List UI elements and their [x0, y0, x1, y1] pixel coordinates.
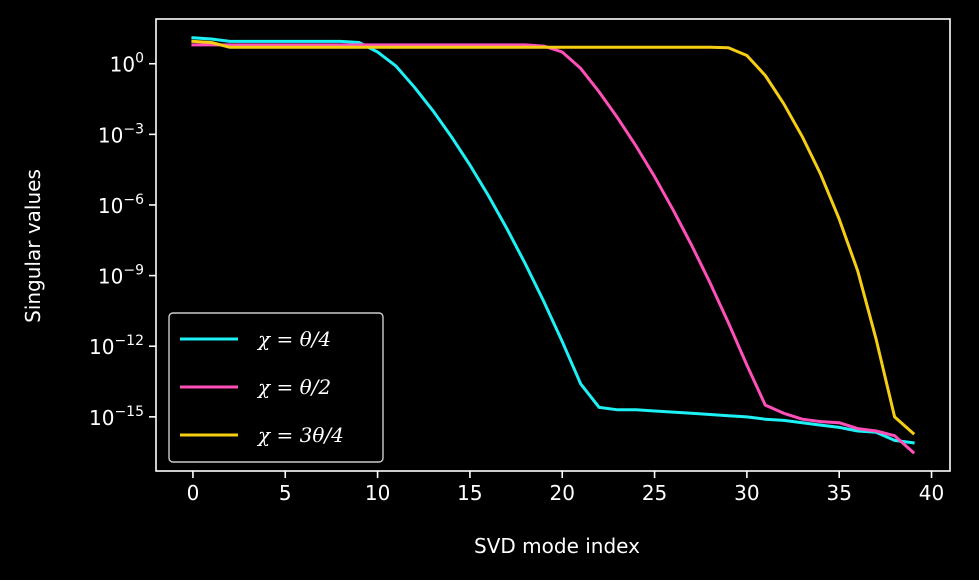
plot-frame — [155, 18, 951, 472]
series-line-2 — [191, 43, 916, 455]
legend-label-2: χ = θ/2 — [256, 375, 331, 399]
x-tick-label: 5 — [279, 481, 292, 505]
x-tick-label: 40 — [919, 481, 944, 505]
x-tick-label: 20 — [550, 481, 575, 505]
series-line-1 — [191, 36, 915, 445]
x-axis-label: SVD mode index — [474, 534, 640, 558]
y-tick-label: 10−6 — [98, 192, 144, 218]
y-tick-label: 10−12 — [89, 333, 144, 359]
x-axis-ticks: 0 5 10 15 20 25 30 35 40 — [187, 471, 944, 505]
y-tick-label: 10−15 — [89, 404, 144, 430]
x-tick-label: 15 — [457, 481, 482, 505]
legend-frame — [168, 312, 384, 463]
x-tick-label: 30 — [734, 481, 759, 505]
legend: χ = θ/4 χ = θ/2 χ = 3θ/4 — [168, 312, 384, 463]
y-axis-label: Singular values — [21, 169, 45, 323]
x-tick-label: 35 — [826, 481, 851, 505]
y-tick-label: 10−3 — [98, 121, 144, 147]
y-tick-label: 100 — [110, 51, 144, 77]
x-tick-label: 10 — [365, 481, 390, 505]
x-tick-label: 25 — [642, 481, 667, 505]
y-tick-label: 10−9 — [98, 263, 144, 289]
legend-label-3: χ = 3θ/4 — [256, 423, 344, 447]
x-tick-label: 0 — [187, 481, 200, 505]
y-axis-ticks: 100 10−3 10−6 10−9 10−12 10−15 — [89, 51, 156, 430]
plot-lines — [191, 36, 916, 455]
series-line-3 — [191, 39, 916, 436]
legend-label-1: χ = θ/4 — [256, 327, 331, 351]
legend-items: χ = θ/4 χ = θ/2 χ = 3θ/4 — [180, 327, 344, 447]
